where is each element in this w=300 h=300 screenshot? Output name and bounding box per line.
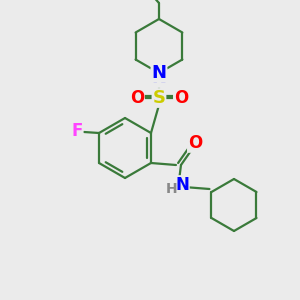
Text: S: S [152, 89, 166, 107]
Text: O: O [130, 89, 144, 107]
Text: N: N [152, 69, 166, 87]
Text: O: O [174, 89, 188, 107]
Text: O: O [188, 134, 202, 152]
Text: F: F [71, 122, 83, 140]
Text: H: H [166, 182, 178, 196]
Text: N: N [152, 64, 166, 82]
Text: N: N [175, 176, 189, 194]
